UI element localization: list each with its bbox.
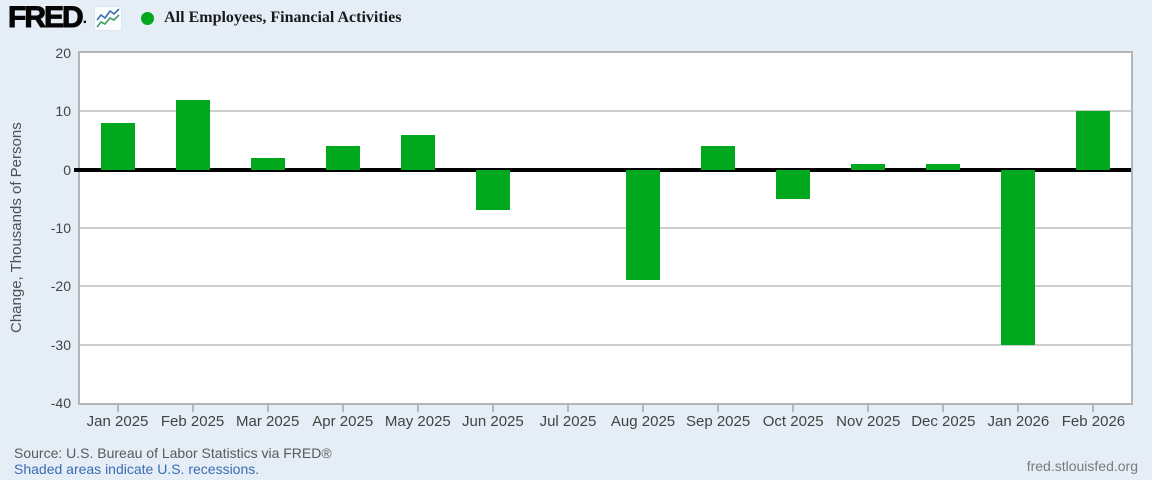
x-tick-mark xyxy=(1017,405,1020,412)
site-link[interactable]: fred.stlouisfed.org xyxy=(1026,458,1138,474)
x-tick-label-feb-2026: Feb 2026 xyxy=(1061,413,1126,430)
chart-legend: All Employees, Financial Activities xyxy=(141,9,401,27)
x-tick-label-mar-2025: Mar 2025 xyxy=(235,413,300,430)
x-tick-label-sep-2025: Sep 2025 xyxy=(685,413,751,430)
bar-oct-2025[interactable] xyxy=(776,169,811,199)
bar-nov-2025[interactable] xyxy=(851,163,886,170)
x-tick-label-jan-2025: Jan 2025 xyxy=(86,413,149,430)
bar-feb-2025[interactable] xyxy=(175,99,210,170)
x-tick-mark xyxy=(942,405,945,412)
x-tick-label-feb-2025: Feb 2025 xyxy=(160,413,225,430)
y-tick-label--10: -10 xyxy=(50,220,71,236)
x-tick-label-aug-2025: Aug 2025 xyxy=(610,413,676,430)
gridline--20 xyxy=(80,285,1131,288)
y-tick-label--40: -40 xyxy=(50,395,71,411)
fred-sparkline-icon xyxy=(94,6,123,31)
y-tick-label--30: -30 xyxy=(50,336,71,353)
bar-jan-2026[interactable] xyxy=(1001,169,1036,345)
x-tick-label-apr-2025: Apr 2025 xyxy=(312,413,374,430)
gridline--10 xyxy=(80,227,1131,229)
bar-mar-2025[interactable] xyxy=(250,158,285,170)
x-tick-mark xyxy=(1092,405,1095,412)
y-tick-label-0: 0 xyxy=(63,161,71,178)
bar-sep-2025[interactable] xyxy=(701,146,736,170)
gridline-10 xyxy=(80,110,1131,113)
header: FRED . All Employees, Financial Activiti… xyxy=(8,1,402,34)
x-tick-mark xyxy=(642,405,645,412)
x-tick-mark xyxy=(867,405,870,412)
source-note: Source: U.S. Bureau of Labor Statistics … xyxy=(14,445,332,461)
bar-may-2025[interactable] xyxy=(400,134,435,170)
bar-apr-2025[interactable] xyxy=(325,146,360,170)
y-tick-label-10: 10 xyxy=(55,103,71,120)
bar-jun-2025[interactable] xyxy=(475,169,510,211)
x-tick-label-dec-2025: Dec 2025 xyxy=(911,413,976,430)
x-tick-label-oct-2025: Oct 2025 xyxy=(762,413,824,430)
bar-aug-2025[interactable] xyxy=(626,169,661,281)
x-tick-label-may-2025: May 2025 xyxy=(384,413,451,430)
fred-logo-text: FRED xyxy=(8,1,85,34)
footer: Source: U.S. Bureau of Labor Statistics … xyxy=(14,445,332,477)
gridline--30 xyxy=(80,343,1131,346)
bar-dec-2025[interactable] xyxy=(926,163,961,170)
x-tick-mark xyxy=(566,405,569,412)
x-axis: Jan 2025 Feb 2025 Mar 2025 Apr 2025 May 2025… xyxy=(80,405,1131,437)
fred-logo[interactable]: FRED . xyxy=(8,1,123,34)
plot-area xyxy=(74,51,1133,405)
zero-line xyxy=(74,167,1131,172)
x-tick-mark xyxy=(792,405,795,412)
x-tick-label-jul-2025: Jul 2025 xyxy=(539,413,597,430)
y-axis-tick-labels: 20 10 0 -10 -20 -30 -40 xyxy=(0,45,71,411)
bar-feb-2026[interactable] xyxy=(1076,111,1111,170)
x-tick-mark xyxy=(416,405,419,412)
x-tick-label-nov-2025: Nov 2025 xyxy=(836,413,901,430)
x-tick-label-jan-2026: Jan 2026 xyxy=(987,413,1050,430)
fred-logo-trademark-dot: . xyxy=(82,10,88,27)
recession-note-link[interactable]: Shaded areas indicate U.S. recessions. xyxy=(14,461,260,477)
x-tick-mark xyxy=(266,405,269,412)
chart-title: All Employees, Financial Activities xyxy=(164,9,402,26)
x-tick-label-jun-2025: Jun 2025 xyxy=(462,413,524,430)
x-tick-mark xyxy=(116,405,119,412)
legend-dot-icon xyxy=(141,11,155,25)
y-tick-label--20: -20 xyxy=(50,278,71,295)
x-tick-mark xyxy=(717,405,720,412)
y-tick-label-20: 20 xyxy=(55,45,71,61)
x-tick-mark xyxy=(341,405,344,412)
bar-jan-2025[interactable] xyxy=(100,123,135,170)
x-tick-mark xyxy=(191,405,194,412)
x-tick-mark xyxy=(491,405,494,412)
